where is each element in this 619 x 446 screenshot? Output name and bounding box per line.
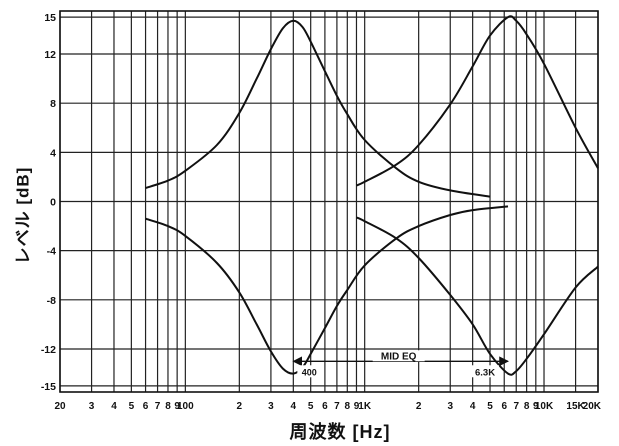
y-axis-title-box: レベル [dB] xyxy=(1,150,41,280)
x-tick-label: 3 xyxy=(268,401,274,412)
x-tick-label: 10K xyxy=(535,401,554,412)
x-tick-label: 20 xyxy=(54,401,66,412)
y-tick-label: 12 xyxy=(44,49,56,61)
grid-layer xyxy=(59,10,599,393)
y-tick-label: -12 xyxy=(41,344,56,356)
y-axis-title: レベル [dB] xyxy=(13,166,33,264)
x-tick-label: 20K xyxy=(583,401,602,412)
x-tick-label: 3 xyxy=(447,401,453,412)
mid-eq-label-bg xyxy=(372,350,425,362)
series-line xyxy=(356,15,599,187)
x-tick-label: 4 xyxy=(291,401,297,412)
x-tick-label: 4 xyxy=(470,401,476,412)
x-axis-title: 周波数 [Hz] xyxy=(289,422,391,442)
y-tick-label: -4 xyxy=(47,246,56,258)
x-tick-label: 2 xyxy=(237,401,243,412)
x-tick-label: 7 xyxy=(513,401,519,412)
x-tick-label: 6 xyxy=(501,401,507,412)
x-tick-label: 9 xyxy=(354,401,360,412)
label-400-bg xyxy=(297,365,322,378)
x-tick-label: 15K xyxy=(566,401,585,412)
y-tick-label: 0 xyxy=(50,197,56,209)
x-tick-label: 9 xyxy=(174,401,180,412)
x-tick-label: 8 xyxy=(524,401,530,412)
x-tick-label: 1K xyxy=(358,401,372,412)
series-line xyxy=(356,216,599,376)
x-tick-label: 6 xyxy=(143,401,149,412)
x-tick-label: 6 xyxy=(322,401,328,412)
y-tick-label: 4 xyxy=(50,147,56,159)
x-tick-label: 3 xyxy=(89,401,95,412)
label-400: 400 xyxy=(302,367,317,377)
x-tick-label: 100 xyxy=(177,401,194,412)
y-tick-label: -8 xyxy=(47,295,56,307)
series-line xyxy=(145,19,491,198)
x-tick-label: 7 xyxy=(155,401,161,412)
x-tick-label: 8 xyxy=(165,401,171,412)
series-layer xyxy=(145,15,599,376)
x-tick-label: 4 xyxy=(111,401,117,412)
plot-frame xyxy=(59,10,599,393)
y-tick-label: 8 xyxy=(50,98,56,110)
label-6-3k-bg xyxy=(471,365,500,378)
y-tick-label: -15 xyxy=(41,381,56,393)
annotation-layer: MID EQ 400 6.3K xyxy=(292,350,510,378)
x-tick-label: 5 xyxy=(308,401,314,412)
x-tick-label: 2 xyxy=(416,401,422,412)
x-tick-label: 8 xyxy=(345,401,351,412)
x-tick-label: 9 xyxy=(533,401,539,412)
x-tick-label: 5 xyxy=(487,401,493,412)
y-tick-label: 15 xyxy=(44,12,56,24)
x-tick-label: 5 xyxy=(129,401,135,412)
label-6-3k: 6.3K xyxy=(475,367,495,378)
mid-eq-label: MID EQ xyxy=(381,351,417,362)
x-tick-label: 7 xyxy=(334,401,340,412)
